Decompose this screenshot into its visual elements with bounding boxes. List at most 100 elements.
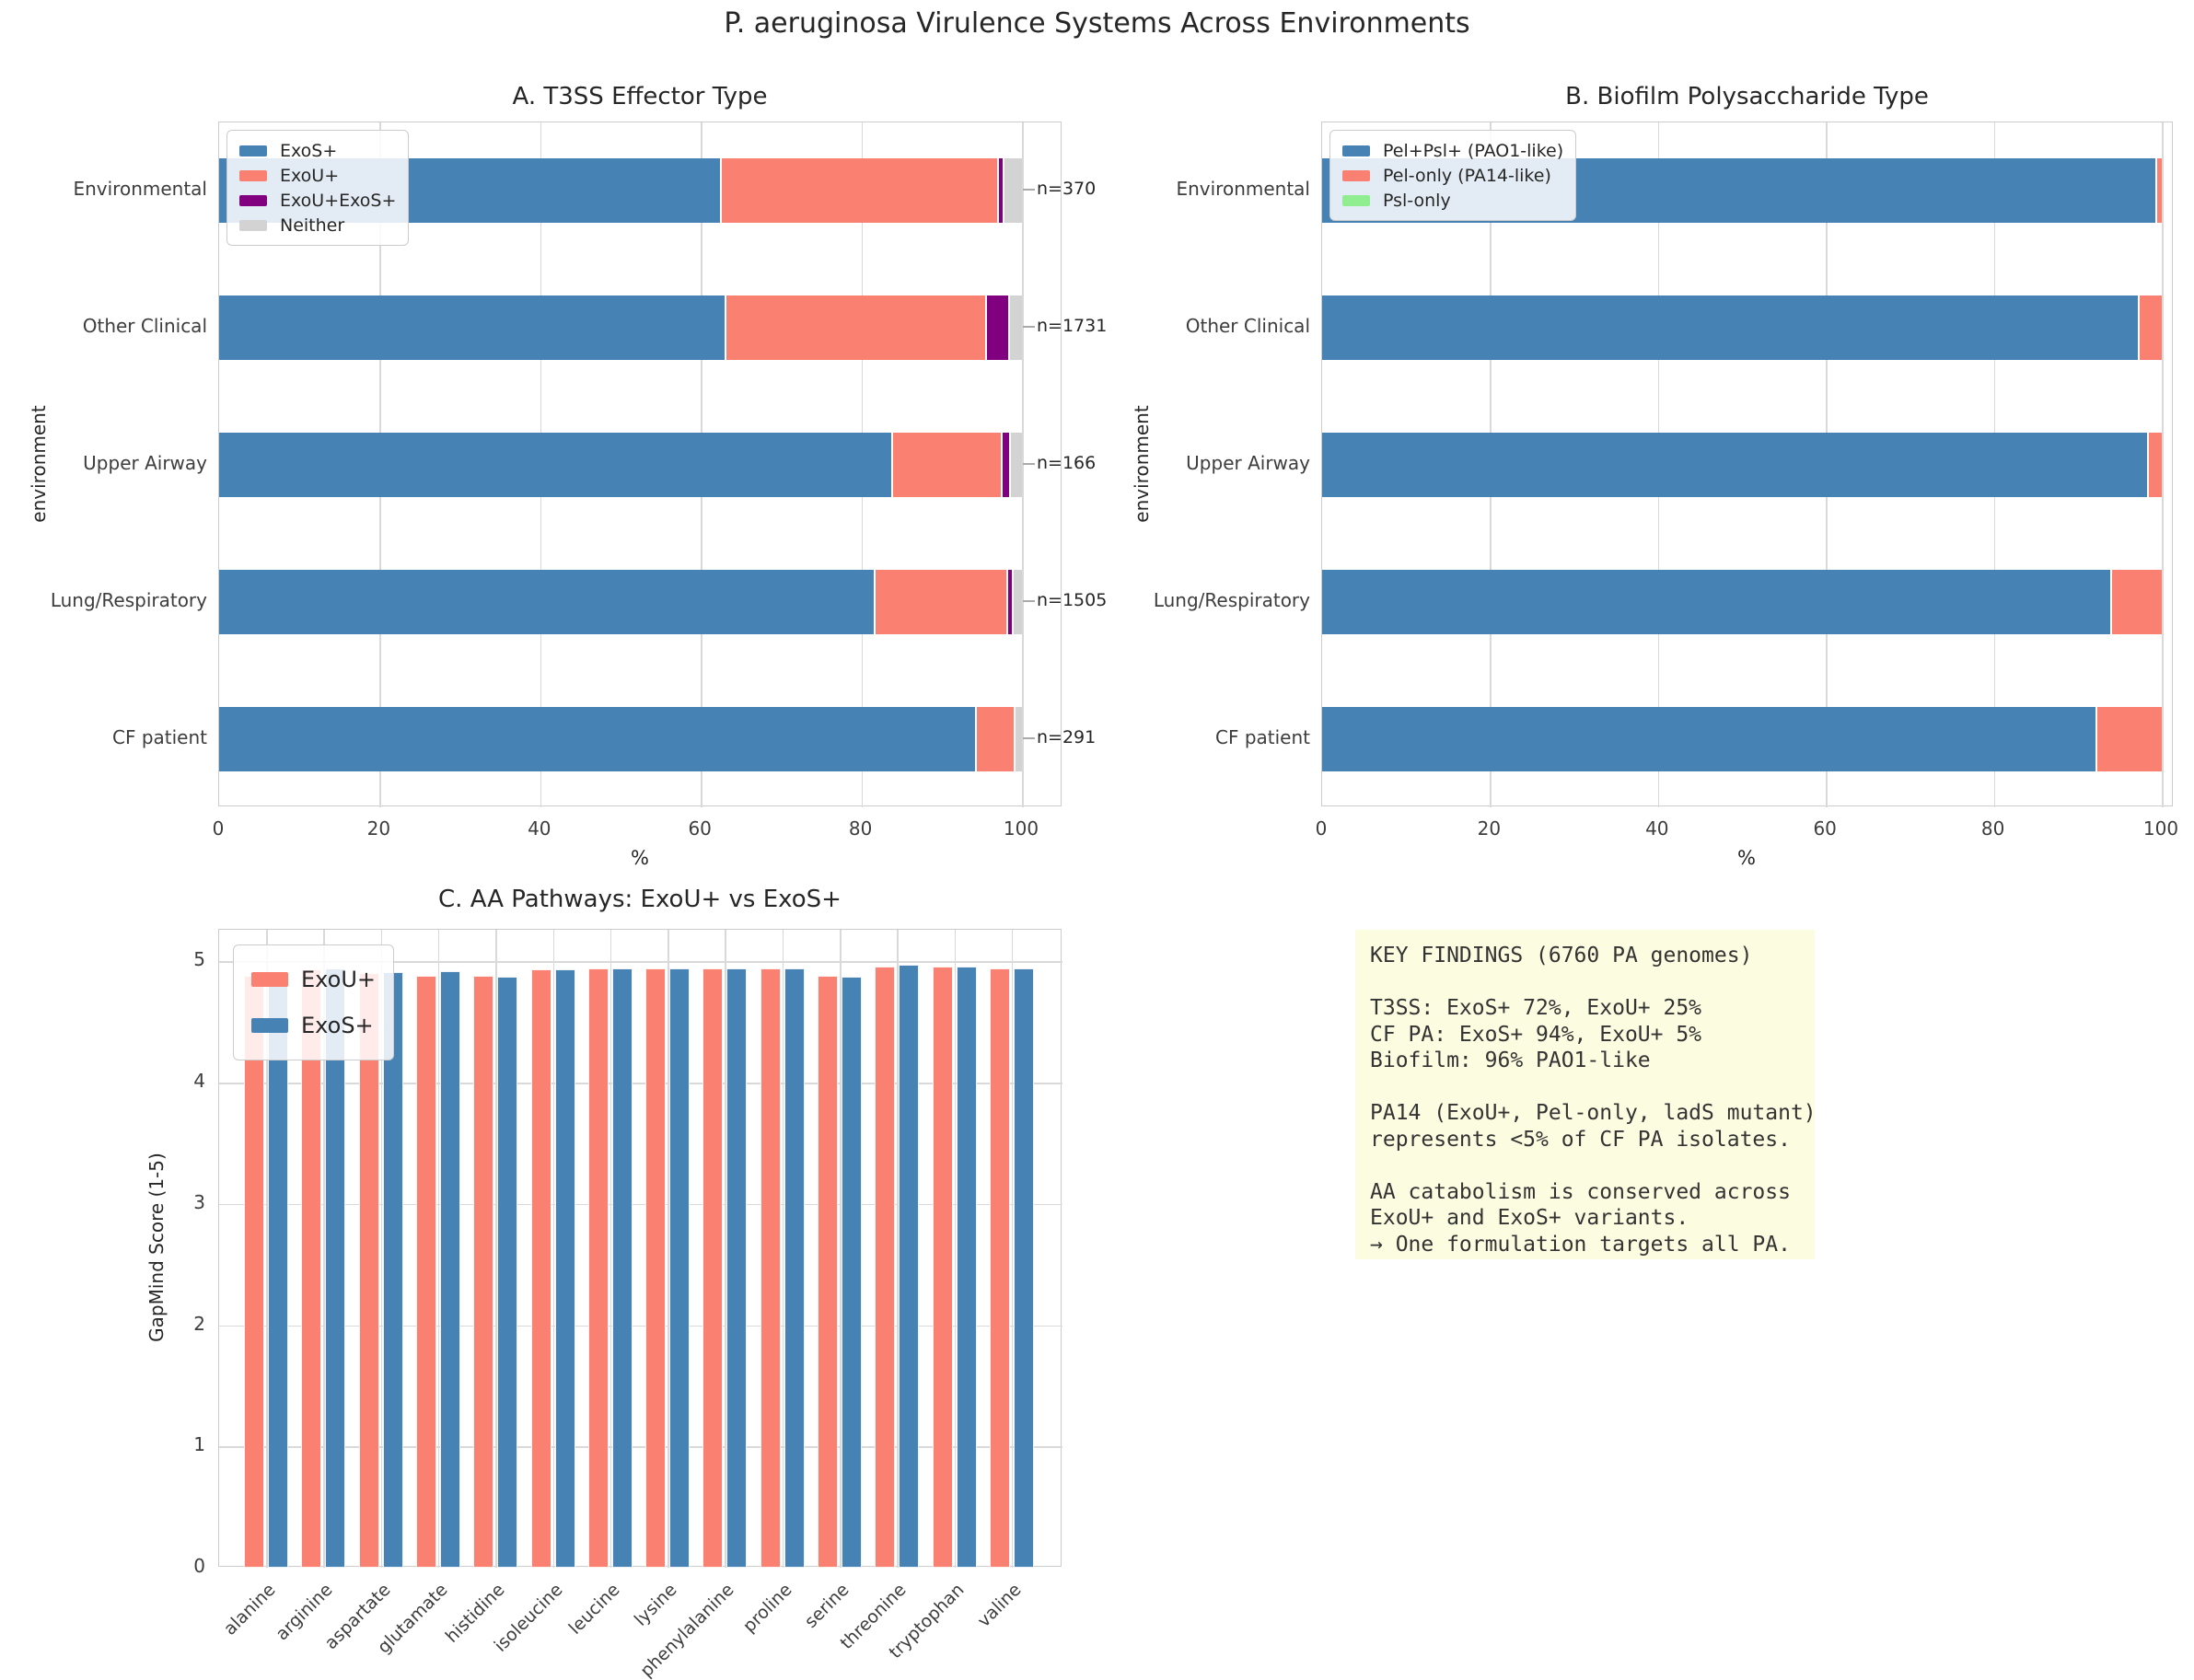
plotC-legend-item: ExoS+ [251, 1002, 376, 1049]
plotA-legend-item: ExoU+ExoS+ [239, 188, 396, 213]
plotB-legend-item: Pel+Psl+ (PAO1-like) [1342, 138, 1563, 163]
gridline [219, 961, 1062, 963]
legend-label: Neither [280, 214, 345, 236]
legend-label: ExoU+ [301, 967, 376, 992]
bar-segment-neither [1003, 158, 1022, 224]
panel-b-xlabel: % [1737, 847, 1756, 869]
x-tick-label: 40 [528, 817, 551, 840]
plotB-legend: Pel+Psl+ (PAO1-like) Pel-only (PA14-like)… [1329, 130, 1577, 221]
x-tick-label: 80 [1980, 817, 2005, 840]
gridline [219, 1083, 1062, 1084]
bar-exou- [473, 976, 494, 1568]
y-tick-label: 4 [193, 1070, 205, 1092]
row-label: Other Clinical [1185, 315, 1310, 338]
bar-segment-exou- [720, 158, 997, 224]
bar-segment-exos- [219, 433, 891, 497]
gridline [495, 930, 497, 1568]
gridline [782, 930, 784, 1568]
exou-exos--swatch-icon [239, 194, 267, 206]
x-tick-label: 100 [1003, 817, 1039, 840]
bar-segment-neither [1008, 295, 1022, 361]
n-count-label: n=1731 [1037, 316, 1108, 337]
neither-swatch-icon [239, 219, 267, 231]
gridline [552, 930, 554, 1568]
row-label: Upper Airway [83, 452, 207, 474]
bar-exou- [358, 973, 379, 1568]
gridline [437, 930, 440, 1568]
panel-b-plot [1321, 122, 2173, 807]
exos--swatch-icon [251, 1018, 288, 1033]
plotA-legend: ExoS+ ExoU+ ExoU+ExoS+ Neither [226, 130, 410, 246]
row-label: Upper Airway [1186, 452, 1310, 474]
pel-psl-pao1-like--swatch-icon [1342, 145, 1370, 156]
legend-label: ExoU+ [280, 165, 340, 186]
annotation-tick [1023, 326, 1035, 329]
bar-exos- [1013, 968, 1034, 1568]
plotA-legend-item: ExoS+ [239, 138, 396, 163]
bar-exos- [497, 977, 518, 1568]
n-count-label: n=291 [1037, 726, 1097, 747]
row-label: CF patient [1215, 725, 1310, 748]
x-tick-label: 100 [2142, 817, 2179, 840]
bar-exos- [956, 966, 977, 1568]
bar-segment-neither [1014, 706, 1022, 771]
bar-exou- [702, 968, 724, 1568]
panel-c-ylabel: GapMind Score (1-5) [145, 1153, 168, 1342]
row-label: CF patient [112, 725, 207, 748]
bar-exos- [382, 972, 403, 1568]
plotA-legend-item: ExoU+ [239, 163, 396, 188]
bar-exou- [818, 976, 838, 1568]
gridline [219, 1325, 1062, 1327]
annotation-tick [1023, 189, 1035, 191]
gridline [725, 930, 726, 1568]
bar-exou- [415, 976, 436, 1568]
y-tick-label: 2 [193, 1312, 205, 1335]
bar-exou- [530, 969, 551, 1568]
x-tick-label: 60 [1813, 817, 1837, 840]
y-tick-label: 0 [193, 1555, 205, 1577]
bar-segment-exou-exos- [996, 158, 1004, 224]
bar-segment-pel-only-pa14-like- [2138, 295, 2162, 361]
bar-segment-exou- [873, 569, 1006, 634]
n-count-label: n=1505 [1037, 589, 1108, 610]
legend-label: Pel-only (PA14-like) [1383, 165, 1551, 186]
legend-label: ExoS+ [280, 140, 338, 161]
gridline [2162, 122, 2164, 807]
bar-segment-pel-only-pa14-like- [2154, 158, 2162, 224]
legend-label: ExoU+ExoS+ [280, 190, 397, 211]
plotC-legend-item: ExoU+ [251, 956, 376, 1002]
bar-segment-pel-psl-pao1-like- [1322, 569, 2111, 634]
bar-segment-exou-exos- [1001, 433, 1010, 497]
bar-segment-exos- [219, 295, 726, 361]
bar-segment-exou- [725, 295, 985, 361]
bar-exou- [875, 966, 896, 1568]
bar-segment-exou- [890, 433, 1002, 497]
bar-segment-neither [1009, 433, 1022, 497]
gridline [323, 930, 325, 1568]
gridline [954, 930, 957, 1568]
x-tick-label: 60 [688, 817, 712, 840]
bar-segment-exou-exos- [984, 295, 1009, 361]
row-label: Lung/Respiratory [50, 588, 207, 611]
bar-exos- [726, 968, 748, 1568]
bar-segment-pel-only-pa14-like- [2110, 569, 2162, 634]
n-count-label: n=166 [1037, 453, 1097, 473]
annotation-tick [1023, 599, 1035, 602]
bar-segment-pel-only-pa14-like- [2146, 433, 2162, 497]
x-tick-label: 0 [212, 817, 225, 840]
gridline [897, 930, 899, 1568]
bar-exos- [439, 970, 460, 1568]
bar-exos- [669, 968, 691, 1568]
gridline [380, 930, 383, 1568]
gridline [667, 930, 669, 1568]
gridline [840, 930, 842, 1568]
exou--swatch-icon [239, 169, 267, 181]
bar-exos- [784, 968, 805, 1568]
gridline [266, 930, 268, 1568]
plotB-legend-item: Psl-only [1342, 188, 1563, 213]
gridline [609, 930, 612, 1568]
bar-exou- [244, 976, 264, 1568]
bar-segment-pel-only-pa14-like- [2095, 706, 2162, 771]
plotA-legend-item: Neither [239, 213, 396, 238]
panel-b-title: B. Biofilm Polysaccharide Type [1565, 83, 1929, 110]
